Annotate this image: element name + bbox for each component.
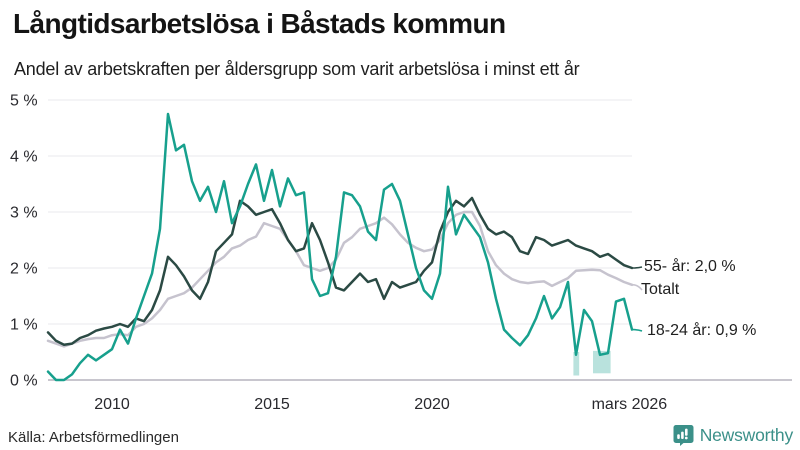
source-note: Källa: Arbetsförmedlingen	[8, 429, 179, 446]
series-line-totalt	[46, 210, 634, 348]
y-tick-label: 4 %	[10, 149, 38, 166]
end-label-leader	[632, 266, 643, 269]
newsworthy-logo: Newsworthy	[673, 424, 793, 446]
y-tick-label: 0 %	[10, 373, 38, 390]
x-tick-label: 2010	[94, 396, 130, 413]
y-tick-label: 1 %	[10, 317, 38, 334]
y-tick-label: 5 %	[10, 93, 38, 110]
chart-subtitle: Andel av arbetskraften per åldersgrupp s…	[14, 59, 580, 79]
newsworthy-wordmark: Newsworthy	[699, 424, 794, 445]
end-label-leader	[632, 328, 643, 332]
series-end-label-55: 55- år: 2,0 %	[644, 258, 736, 275]
uncertainty-band	[573, 352, 580, 376]
x-tick-label: 2015	[254, 396, 290, 413]
end-label-leader	[632, 284, 643, 291]
page-title: Långtidsarbetslösa i Båstads kommun	[13, 8, 506, 39]
series-end-label-18-24: 18-24 år: 0,9 %	[647, 322, 757, 339]
newsworthy-chart-bubble-icon	[673, 424, 694, 446]
series-end-label-totalt: Totalt	[641, 281, 680, 298]
x-tick-label: 2020	[414, 396, 450, 413]
y-tick-label: 2 %	[10, 261, 38, 278]
x-tick-label: mars 2026	[592, 396, 668, 413]
series-line-18-24-år	[46, 112, 634, 382]
series-line-55--år	[46, 196, 634, 346]
y-tick-label: 3 %	[10, 205, 38, 222]
uncertainty-band	[593, 350, 611, 374]
